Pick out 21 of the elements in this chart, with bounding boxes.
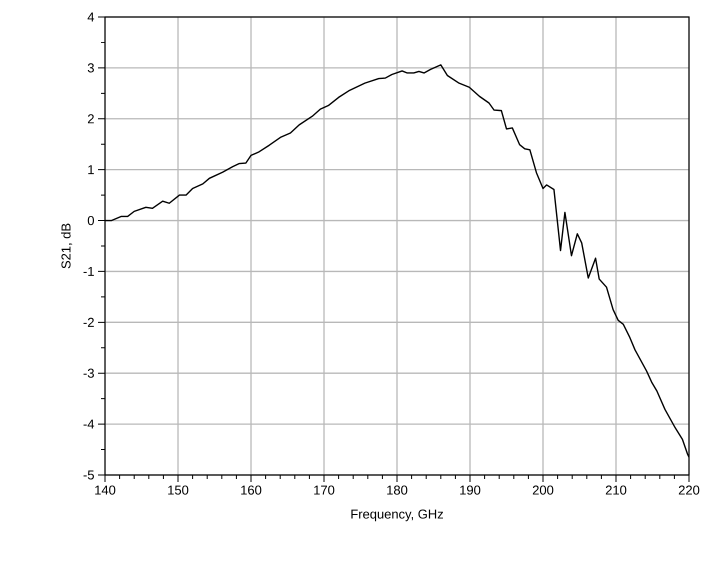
y-axis-title: S21, dB	[61, 224, 72, 268]
y-tick-label: 4	[88, 12, 94, 22]
y-tick-label: 2	[88, 114, 94, 124]
x-tick-label: 180	[387, 486, 408, 495]
x-tick-label: 200	[532, 486, 554, 495]
y-tick-label: 1	[88, 165, 94, 174]
y-tick-label: -3	[84, 368, 94, 378]
x-tick-label: 170	[314, 486, 334, 495]
x-tick-label: 220	[678, 486, 700, 495]
x-tick-label: 140	[95, 486, 116, 495]
y-tick-label: -2	[84, 318, 94, 327]
y-tick-label: 3	[88, 63, 94, 72]
x-tick-label: 150	[168, 486, 188, 495]
y-tick-label: 0	[88, 216, 94, 226]
x-tick-label: 160	[241, 486, 262, 495]
y-tick-label: -1	[84, 266, 94, 276]
x-tick-label: 210	[606, 486, 626, 495]
y-tick-label: -4	[84, 420, 94, 429]
x-tick-label: 190	[460, 486, 480, 495]
y-tick-label: -5	[84, 470, 94, 480]
x-axis-title: Frequency, GHz	[351, 510, 444, 522]
